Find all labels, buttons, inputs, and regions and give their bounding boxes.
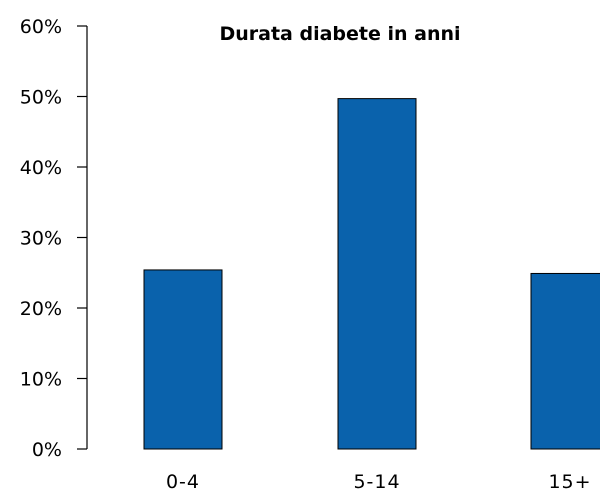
y-axis: 0% 10% 20% 30% 40% 50% 60%	[20, 16, 88, 461]
y-tick-label: 0%	[32, 439, 62, 461]
y-tick-label: 60%	[20, 16, 62, 38]
y-tick-label: 10%	[20, 369, 62, 391]
chart-title: Durata diabete in anni	[219, 23, 460, 45]
y-tick-label: 20%	[20, 298, 62, 320]
x-category-label: 5-14	[353, 471, 400, 490]
bar-0-4	[143, 269, 223, 450]
bars	[143, 98, 600, 450]
y-tick-label: 30%	[20, 228, 62, 250]
y-tick-label: 50%	[20, 87, 62, 109]
x-axis-labels: 0-4 5-14 15+	[166, 471, 591, 490]
x-category-label: 0-4	[166, 471, 200, 490]
bar-5-14	[337, 98, 417, 450]
x-category-label: 15+	[548, 471, 591, 490]
y-tick-label: 40%	[20, 157, 62, 179]
y-ticks: 0% 10% 20% 30% 40% 50% 60%	[20, 16, 87, 461]
bar-15+	[530, 272, 600, 450]
